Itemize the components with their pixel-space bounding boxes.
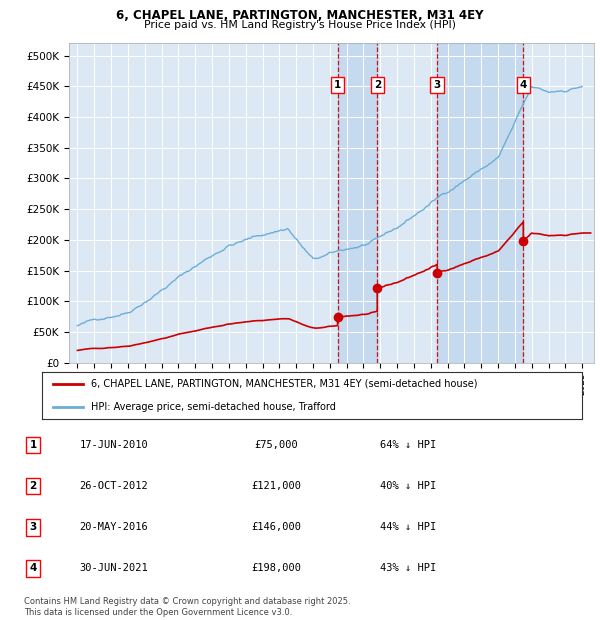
Text: 2: 2 [374,80,381,90]
Text: £198,000: £198,000 [251,564,301,574]
Text: 6, CHAPEL LANE, PARTINGTON, MANCHESTER, M31 4EY: 6, CHAPEL LANE, PARTINGTON, MANCHESTER, … [116,9,484,22]
Text: £146,000: £146,000 [251,523,301,533]
Text: 3: 3 [434,80,441,90]
Text: 17-JUN-2010: 17-JUN-2010 [80,440,148,450]
Text: 20-MAY-2016: 20-MAY-2016 [80,523,148,533]
Text: 64% ↓ HPI: 64% ↓ HPI [380,440,436,450]
Text: Price paid vs. HM Land Registry's House Price Index (HPI): Price paid vs. HM Land Registry's House … [144,20,456,30]
Text: 4: 4 [29,564,37,574]
Text: 43% ↓ HPI: 43% ↓ HPI [380,564,436,574]
Bar [437,43,523,363]
Text: 1: 1 [334,80,341,90]
Text: 40% ↓ HPI: 40% ↓ HPI [380,481,436,491]
Text: Contains HM Land Registry data © Crown copyright and database right 2025.
This d: Contains HM Land Registry data © Crown c… [24,598,350,617]
Text: 3: 3 [29,523,37,533]
Text: 44% ↓ HPI: 44% ↓ HPI [380,523,436,533]
Text: £121,000: £121,000 [251,481,301,491]
Text: 4: 4 [520,80,527,90]
Text: 2: 2 [29,481,37,491]
Text: 6, CHAPEL LANE, PARTINGTON, MANCHESTER, M31 4EY (semi-detached house): 6, CHAPEL LANE, PARTINGTON, MANCHESTER, … [91,379,477,389]
Text: £75,000: £75,000 [254,440,298,450]
Text: HPI: Average price, semi-detached house, Trafford: HPI: Average price, semi-detached house,… [91,402,335,412]
Text: 1: 1 [29,440,37,450]
Text: 26-OCT-2012: 26-OCT-2012 [80,481,148,491]
Bar [338,43,377,363]
Text: 30-JUN-2021: 30-JUN-2021 [80,564,148,574]
